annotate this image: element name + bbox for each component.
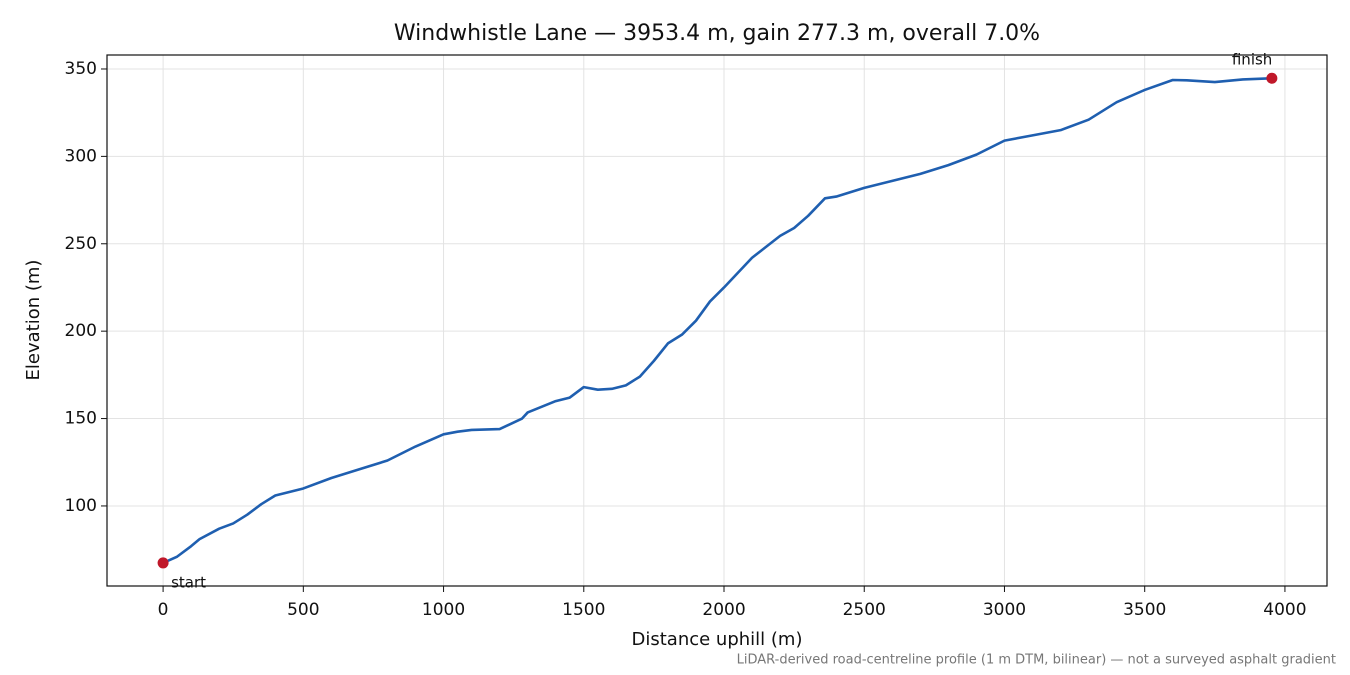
x-tick-label: 3500 [1123, 600, 1166, 620]
chart-title: Windwhistle Lane — 3953.4 m, gain 277.3 … [394, 21, 1040, 46]
x-tick-label: 1500 [562, 600, 605, 620]
y-tick-label: 200 [65, 321, 97, 341]
endpoint-marker [157, 557, 169, 569]
y-tick-label: 250 [65, 234, 97, 254]
x-tick-label: 500 [287, 600, 319, 620]
y-tick-label: 150 [65, 409, 97, 429]
elevation-line [162, 76, 1272, 565]
endpoint-label: start [171, 573, 206, 591]
plot-frame [106, 54, 1328, 587]
y-tick-label: 350 [65, 59, 97, 79]
y-tick-label: 300 [65, 146, 97, 166]
y-tick-label: 100 [65, 496, 97, 516]
y-axis-label: Elevation (m) [23, 260, 44, 381]
x-tick-label: 2000 [702, 600, 745, 620]
x-axis-label: Distance uphill (m) [632, 629, 803, 650]
footnote: LiDAR-derived road-centreline profile (1… [737, 653, 1336, 668]
x-tick-label: 4000 [1263, 600, 1306, 620]
x-tick-label: 1000 [422, 600, 465, 620]
x-tick-label: 0 [158, 600, 169, 620]
x-tick-label: 2500 [843, 600, 886, 620]
endpoint-label: finish [1232, 51, 1272, 69]
endpoint-marker [1266, 72, 1278, 84]
x-tick-label: 3000 [983, 600, 1026, 620]
